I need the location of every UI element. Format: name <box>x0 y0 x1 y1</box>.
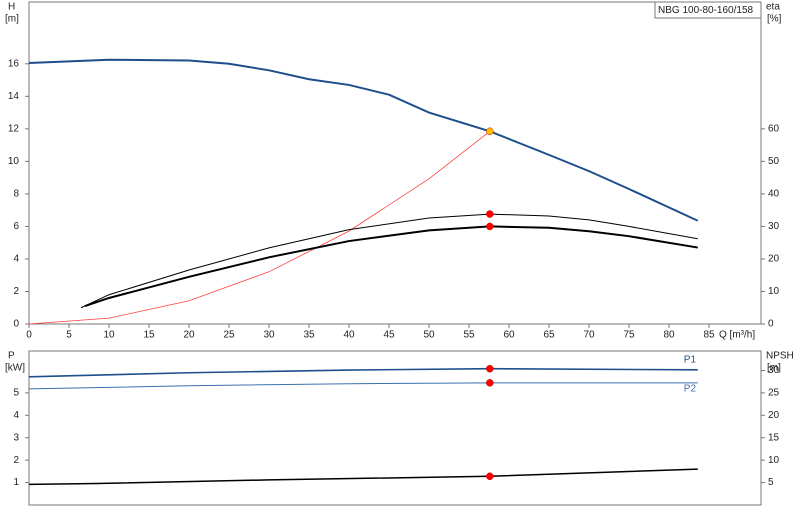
y2-tick-label: 30 <box>768 365 780 376</box>
y-tick-label: 6 <box>13 221 19 232</box>
y2-axis-label: eta <box>766 2 780 13</box>
curve <box>84 225 698 308</box>
x-axis-label: Q [m³/h] <box>719 330 755 341</box>
y-tick-label: 16 <box>8 58 20 69</box>
y2-tick-label: 20 <box>768 254 780 265</box>
y2-tick-label: 0 <box>768 319 774 330</box>
plot-frame <box>28 350 762 506</box>
series-label: P1 <box>684 354 697 365</box>
y-axis-label: H <box>8 2 15 13</box>
duty-point <box>486 210 494 218</box>
duty-point <box>486 472 494 481</box>
x-tick-label: 75 <box>623 330 635 341</box>
x-tick-label: 15 <box>143 330 155 341</box>
curve <box>28 468 698 486</box>
x-tick-label: 35 <box>303 330 315 341</box>
y-tick-label: 5 <box>13 388 19 399</box>
y2-tick-label: 50 <box>768 156 780 167</box>
y2-tick-label: 30 <box>768 221 780 232</box>
y2-tick-label: 15 <box>768 432 780 443</box>
duty-point <box>486 364 494 373</box>
chart-title: NBG 100-80-160/158 <box>658 5 754 16</box>
y2-axis-label: NPSH <box>766 351 794 362</box>
y2-tick-label: 40 <box>768 189 780 200</box>
curve <box>28 58 699 222</box>
y2-tick-label: 25 <box>768 388 780 399</box>
plot-frame <box>28 1 762 325</box>
y2-tick-label: 10 <box>768 286 780 297</box>
x-tick-label: 10 <box>103 330 115 341</box>
curve <box>28 367 698 378</box>
duty-point <box>486 127 494 136</box>
y2-tick-label: 20 <box>768 410 780 421</box>
y2-tick-label: 60 <box>768 123 780 134</box>
y-tick-label: 1 <box>13 477 19 488</box>
x-tick-label: 25 <box>223 330 235 341</box>
y-axis-label: P <box>8 351 15 362</box>
x-tick-label: 50 <box>423 330 435 341</box>
curve <box>28 382 698 390</box>
y-tick-label: 10 <box>8 156 20 167</box>
x-tick-label: 55 <box>463 330 475 341</box>
curve <box>28 130 491 325</box>
x-tick-label: 0 <box>26 330 32 341</box>
y-tick-label: 3 <box>13 432 19 443</box>
y-axis-unit: [kW] <box>5 363 25 374</box>
y-tick-label: 0 <box>13 319 19 330</box>
y-tick-label: 2 <box>13 286 19 297</box>
x-tick-label: 80 <box>663 330 675 341</box>
x-tick-label: 70 <box>583 330 595 341</box>
y-tick-label: 14 <box>8 91 20 102</box>
y-tick-label: 4 <box>13 254 19 265</box>
title-box <box>654 1 762 19</box>
y2-tick-label: 5 <box>768 477 774 488</box>
y-tick-label: 8 <box>13 189 19 200</box>
x-tick-label: 65 <box>543 330 555 341</box>
x-tick-label: 45 <box>383 330 395 341</box>
duty-point <box>486 222 494 231</box>
x-tick-label: 20 <box>183 330 195 341</box>
x-tick-label: 5 <box>66 330 72 341</box>
y2-tick-label: 10 <box>768 455 780 466</box>
series-label: P2 <box>684 383 697 394</box>
x-tick-label: 40 <box>343 330 355 341</box>
curve <box>80 213 698 309</box>
y-tick-label: 12 <box>8 123 20 134</box>
y2-axis-unit: [%] <box>767 14 782 25</box>
y-axis-unit: [m] <box>5 14 19 25</box>
duty-point <box>486 379 494 387</box>
y-tick-label: 4 <box>13 410 19 421</box>
x-tick-label: 60 <box>503 330 515 341</box>
y2-axis-unit: [m] <box>767 363 781 374</box>
x-tick-label: 85 <box>703 330 715 341</box>
x-tick-label: 30 <box>263 330 275 341</box>
y-tick-label: 2 <box>13 455 19 466</box>
